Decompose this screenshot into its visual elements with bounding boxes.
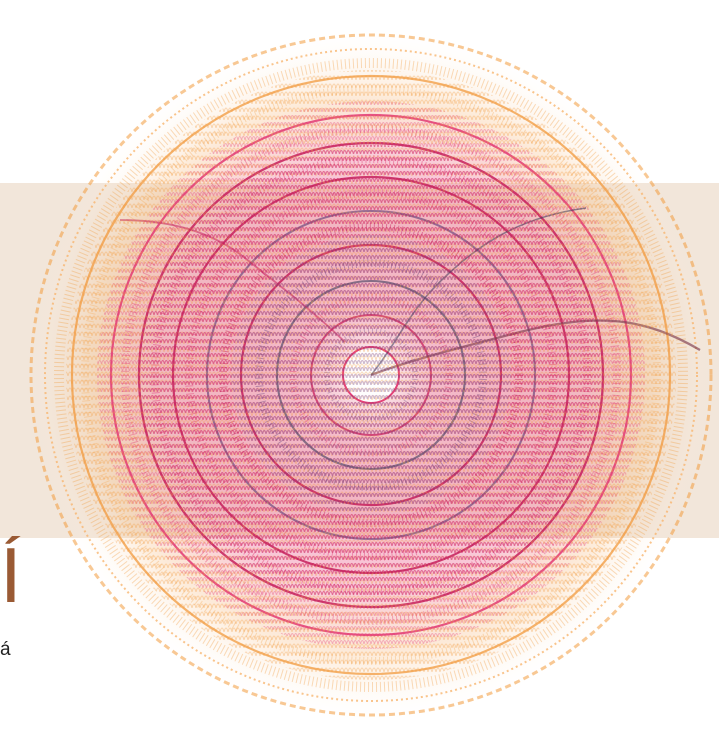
decorative-letter: Í (0, 536, 22, 618)
texture-overlay (66, 70, 676, 680)
caption-letter: á (0, 639, 11, 660)
